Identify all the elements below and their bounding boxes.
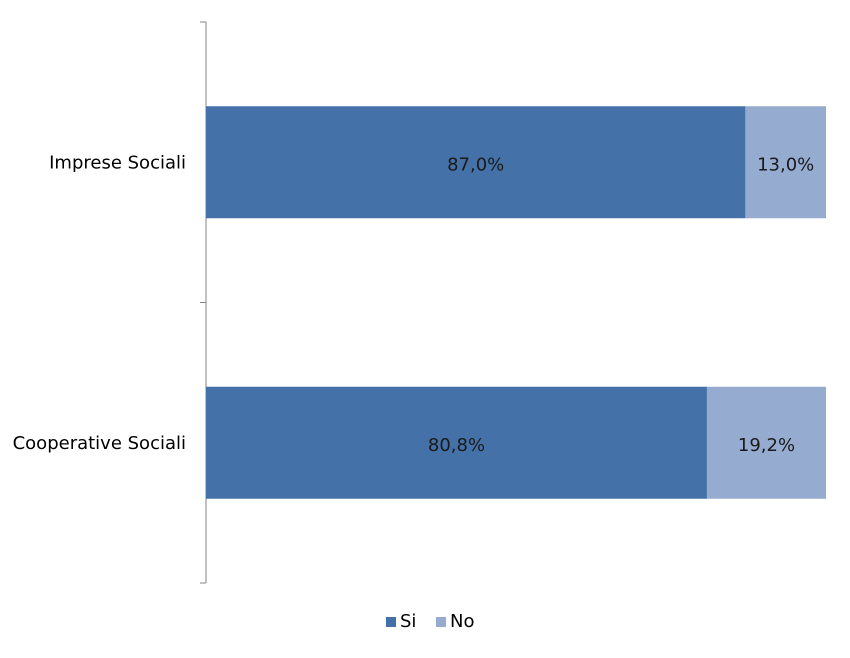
legend-label-no: No [450, 611, 474, 632]
labels: 87,0% 13,0% 80,8% 19,2% [428, 154, 814, 456]
bar-imprese-sociali-no [745, 106, 826, 219]
legend-swatch-no [436, 617, 446, 627]
data-label-cooperative-sociali-no: 19,2% [738, 435, 795, 456]
bar-imprese-sociali-si [206, 106, 746, 219]
data-label-imprese-sociali-si: 87,0% [447, 154, 504, 175]
data-label-imprese-sociali-no: 13,0% [757, 154, 814, 175]
category-axis: Imprese Sociali Cooperative Sociali [13, 21, 207, 584]
data-label-cooperative-sociali-si: 80,8% [428, 435, 485, 456]
bars [206, 106, 826, 499]
legend: Si No [386, 611, 474, 632]
legend-label-si: Si [400, 611, 416, 632]
bar-cooperative-sociali-si [206, 386, 707, 499]
category-label-cooperative-sociali: Cooperative Sociali [13, 433, 186, 454]
legend-swatch-si [386, 617, 396, 627]
bar-cooperative-sociali-no [706, 386, 826, 499]
category-label-imprese-sociali: Imprese Sociali [49, 152, 186, 173]
